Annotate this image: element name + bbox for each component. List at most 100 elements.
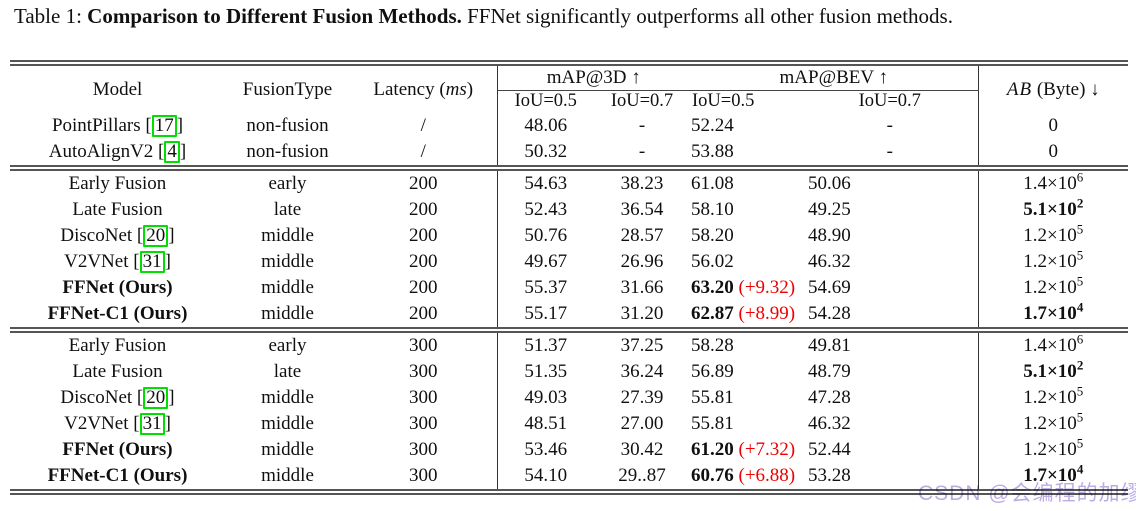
header-fusion-type: FusionType xyxy=(242,78,333,100)
cell-map3d-iou05: 50.32 xyxy=(524,141,568,163)
cell-mapbev-iou05: 56.02 xyxy=(690,249,802,275)
ab-exponent: 5 xyxy=(1076,221,1084,237)
cell-mapbev-iou05: 62.87 (+8.99) xyxy=(690,301,802,330)
cell-map3d-iou05: 54.10 xyxy=(524,465,568,487)
ab-exponent: 2 xyxy=(1076,357,1084,373)
model-name: Early Fusion xyxy=(68,335,167,357)
cell-mapbev-iou07: 50.06 xyxy=(802,165,979,197)
cell-map3d-iou07: 38.23 xyxy=(594,165,691,197)
ab-exponent: 5 xyxy=(1076,247,1084,263)
cell-mapbev-iou07: 53.28 xyxy=(808,465,851,487)
header-row-groups: Model FusionType Latency (ms) mAP@3D ↑ m… xyxy=(10,63,1129,113)
cell-ab-bytes: 1.2×105 xyxy=(977,383,1129,411)
table-caption: Table 1: Comparison to Different Fusion … xyxy=(14,4,953,29)
cell-mapbev-iou05: 52.24 xyxy=(690,113,802,139)
cell-ab-bytes: 0 xyxy=(977,139,1129,168)
bev05-value: 58.20 xyxy=(691,225,734,247)
bev05-value: 55.81 xyxy=(691,413,734,435)
bev05-value: 63.20 xyxy=(691,277,734,299)
cell-model: PointPillars [17] xyxy=(51,114,184,138)
ab-exponent: 5 xyxy=(1076,383,1084,399)
cell-map3d-iou05: 52.43 xyxy=(524,199,568,221)
ab-exponent: 5 xyxy=(1076,409,1084,425)
cell-ab-bytes: 1.4×106 xyxy=(977,327,1129,359)
cell-model: FFNet-C1 (Ours) xyxy=(10,301,225,330)
cell-model: DiscoNet [20] xyxy=(60,386,175,410)
header-row-subcolumns: IoU=0.5 IoU=0.7 IoU=0.5 IoU=0.7 xyxy=(10,91,1128,114)
cell-ab-bytes: 5.1×102 xyxy=(977,197,1129,223)
ab-exponent: 4 xyxy=(1076,461,1084,477)
cell-fusion-type: middle xyxy=(261,303,314,325)
cell-map3d-iou05: 53.46 xyxy=(524,439,568,461)
cell-mapbev-iou05: 58.20 xyxy=(690,223,802,249)
table-row: Late Fusion late 300 51.35 36.24 56.89 48.79 5.… xyxy=(10,357,1129,385)
model-name: V2VNet xyxy=(64,250,129,272)
cell-model: AutoAlignV2 [4] xyxy=(48,140,187,164)
cell-mapbev-iou05: 58.28 xyxy=(690,327,803,359)
citation-link[interactable]: 20 xyxy=(143,386,169,410)
cell-map3d-iou05: 49.67 xyxy=(524,251,568,273)
cell-map3d-iou05: 54.63 xyxy=(497,165,594,197)
header-iou3d-05: IoU=0.5 xyxy=(514,91,577,112)
cell-mapbev-iou07: 48.79 xyxy=(808,361,851,383)
header-map3d: mAP@3D ↑ xyxy=(497,63,691,91)
cell-mapbev-iou05: 55.81 xyxy=(690,385,802,411)
cell-latency: 200 xyxy=(350,301,498,330)
cell-latency: 300 xyxy=(350,463,498,492)
citation-link[interactable]: 31 xyxy=(139,250,165,274)
ab-exponent: 6 xyxy=(1076,169,1084,185)
cell-ab-bytes: 1.4×106 xyxy=(977,165,1129,197)
cell-map3d-iou05: 51.37 xyxy=(497,327,594,359)
cell-mapbev-iou05: 55.81 xyxy=(690,411,802,437)
cell-fusion-type: middle xyxy=(261,277,314,299)
table-row: DiscoNet [20] middle 200 50.76 28.57 58.20 48.… xyxy=(10,221,1129,249)
table-row: V2VNet [31] middle 300 48.51 27.00 55.81 46.32… xyxy=(10,409,1129,437)
cell-ab-bytes: 1.2×105 xyxy=(977,409,1129,437)
cell-ab-bytes: 1.2×105 xyxy=(977,247,1129,275)
cell-map3d-iou05: 48.06 xyxy=(524,115,568,137)
cell-latency: 200 xyxy=(350,197,498,223)
citation-link[interactable]: 17 xyxy=(151,114,177,138)
bev05-delta: (+9.32) xyxy=(733,277,796,299)
cell-mapbev-iou05: 58.10 xyxy=(690,197,802,223)
model-name: PointPillars xyxy=(51,114,141,136)
cell-fusion-type: early xyxy=(225,327,350,359)
cell-map3d-iou07: 27.39 xyxy=(620,387,664,409)
table-row: FFNet (Ours) middle 200 55.37 31.66 63.20 (+9… xyxy=(10,275,1129,301)
cell-fusion-type: late xyxy=(273,361,302,383)
cell-mapbev-iou07: 46.32 xyxy=(808,413,851,435)
cell-model: FFNet (Ours) xyxy=(10,275,225,301)
cell-map3d-iou07: - xyxy=(638,115,646,137)
bev05-value: 58.10 xyxy=(691,199,734,221)
header-mapbev: mAP@BEV ↑ xyxy=(690,63,979,91)
cell-fusion-type: middle xyxy=(261,439,314,461)
cell-map3d-iou05: 51.35 xyxy=(524,361,568,383)
ab-exponent: 4 xyxy=(1076,299,1084,315)
cell-map3d-iou05: 50.76 xyxy=(524,225,568,247)
table-row: FFNet (Ours) middle 300 53.46 30.42 61.20 (+7… xyxy=(10,437,1129,463)
cell-map3d-iou07: 37.25 xyxy=(594,327,691,359)
cell-latency: 200 xyxy=(350,165,498,197)
bev05-delta: (+8.99) xyxy=(733,303,796,325)
cell-ab-bytes: 1.2×105 xyxy=(977,437,1129,463)
cell-model: DiscoNet [20] xyxy=(60,224,175,248)
comparison-table: Model FusionType Latency (ms) mAP@3D ↑ m… xyxy=(10,60,1129,495)
model-name: FFNet-C1 (Ours) xyxy=(47,465,188,487)
cell-map3d-iou07: - xyxy=(638,141,646,163)
citation-link[interactable]: 4 xyxy=(164,140,180,164)
table-body: PointPillars [17] non-fusion / 48.06 - 52.24 -… xyxy=(10,113,1129,492)
cell-map3d-iou07: 29..87 xyxy=(618,465,666,487)
bev05-delta: (+6.88) xyxy=(733,465,796,487)
cell-map3d-iou05: 55.37 xyxy=(524,277,568,299)
cell-latency: 300 xyxy=(350,359,498,385)
table-row: FFNet-C1 (Ours) middle 300 54.10 29..87 60.76… xyxy=(10,461,1129,492)
bev05-value: 56.02 xyxy=(691,251,734,273)
bev05-value: 58.28 xyxy=(691,335,734,357)
model-name: V2VNet xyxy=(64,412,129,434)
cell-model: Early Fusion xyxy=(10,165,225,197)
cell-ab-bytes: 0 xyxy=(977,113,1129,139)
header-latency-unit: ms xyxy=(445,78,467,100)
citation-link[interactable]: 20 xyxy=(143,224,169,248)
cell-latency: / xyxy=(350,113,498,139)
citation-link[interactable]: 31 xyxy=(139,412,165,436)
